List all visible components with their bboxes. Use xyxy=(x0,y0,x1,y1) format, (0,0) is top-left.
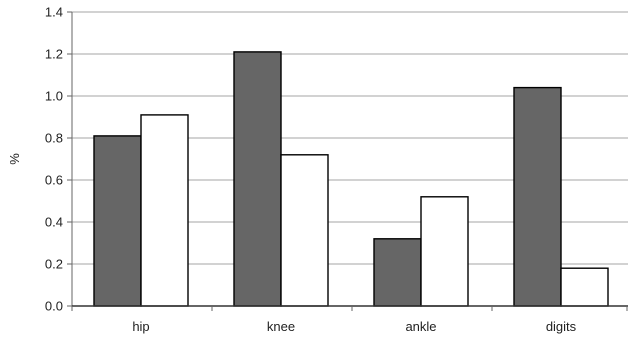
x-tick-label: digits xyxy=(546,319,577,334)
x-tick-label: hip xyxy=(132,319,149,334)
axes: 0.0 0.2 0.4 0.6 0.8 1.0 1.2 1.4 hip knee ankle digi… xyxy=(45,5,628,334)
bar-ankle-series-1 xyxy=(373,238,422,307)
y-tick-label: 1.4 xyxy=(45,5,63,20)
y-tick-label: 1.0 xyxy=(45,89,63,104)
bar-digits-series-2 xyxy=(560,267,609,307)
y-tick-label: 1.2 xyxy=(45,47,63,62)
y-axis-title: % xyxy=(7,153,22,165)
bars xyxy=(93,51,609,307)
bar-knee-series-1 xyxy=(233,51,282,307)
bar-ankle-series-2 xyxy=(420,196,469,307)
y-tick-label: 0.2 xyxy=(45,257,63,272)
bar-hip-series-2 xyxy=(140,114,189,307)
y-tick-label: 0.6 xyxy=(45,173,63,188)
bar-digits-series-1 xyxy=(513,86,562,307)
x-tick-label: ankle xyxy=(405,319,436,334)
bar-hip-series-1 xyxy=(93,135,142,307)
bar-knee-series-2 xyxy=(280,154,329,307)
x-tick-label: knee xyxy=(267,319,295,334)
y-tick-label: 0.0 xyxy=(45,299,63,314)
y-tick-label: 0.4 xyxy=(45,215,63,230)
y-tick-label: 0.8 xyxy=(45,131,63,146)
